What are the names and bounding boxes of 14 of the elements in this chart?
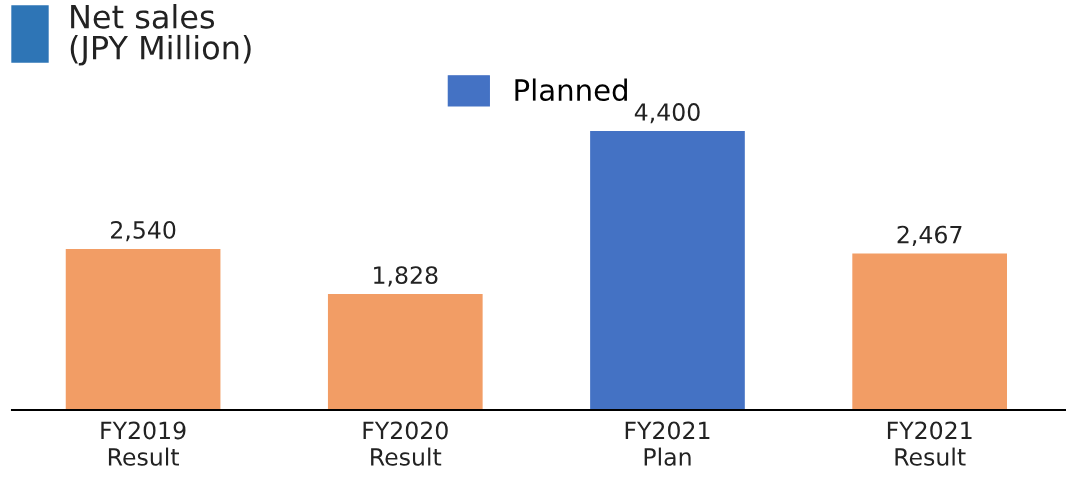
x-tick-label: FY2021 Plan	[625, 421, 710, 466]
legend-label: Planned	[515, 78, 627, 102]
x-tick-label: FY2020 Result	[363, 421, 448, 466]
bar	[590, 131, 745, 410]
bar	[852, 253, 1008, 410]
data-label: 4,400	[634, 103, 700, 124]
data-label: 1,828	[374, 266, 438, 287]
chart-title: Net sales (JPY Million)	[70, 4, 251, 66]
x-tick-label: FY2021 Result	[887, 421, 972, 466]
x-tick-label: FY2019 Result	[101, 421, 186, 466]
bar	[327, 294, 483, 410]
bar	[65, 248, 221, 410]
data-label: 2,467	[897, 225, 962, 246]
data-label: 2,540	[111, 221, 176, 242]
